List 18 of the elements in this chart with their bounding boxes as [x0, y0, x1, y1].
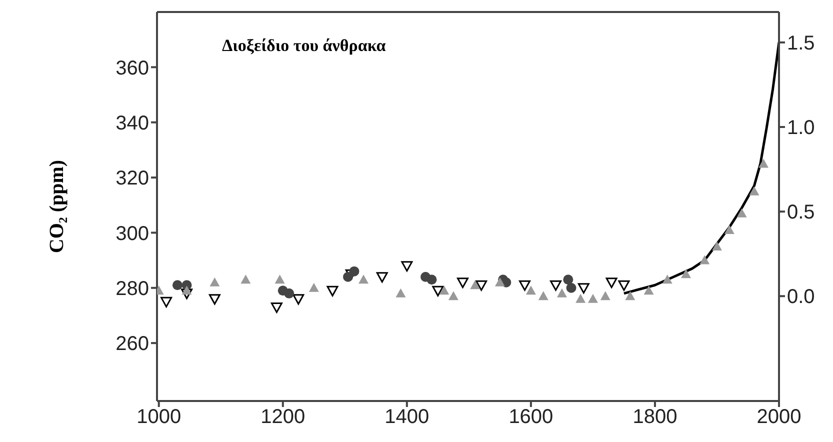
annotation: Διοξείδιο του άνθρακα — [222, 36, 386, 56]
y-tick-label: 320 — [116, 168, 149, 190]
y-tick-label: 340 — [116, 112, 149, 134]
y-tick-label: 260 — [116, 333, 149, 356]
y-tick-label: 280 — [116, 278, 149, 300]
x-tick-label: 2000 — [756, 406, 802, 428]
x-tick-label: 1200 — [260, 406, 306, 428]
y2-tick-label: 1.0 — [787, 117, 815, 140]
y2-tick-label: 1.5 — [787, 32, 815, 55]
y-axis-title: CO₂ (ppm) — [46, 160, 68, 254]
x-tick-label: 1600 — [508, 406, 554, 428]
y-tick-label: 360 — [116, 57, 149, 80]
y2-tick-label: 0.0 — [787, 286, 815, 308]
x-tick-label: 1000 — [136, 406, 182, 428]
y2-tick-label: 0.5 — [787, 202, 815, 224]
y-tick-label: 300 — [116, 222, 149, 245]
x-tick-label: 1800 — [632, 406, 678, 428]
x-tick-label: 1400 — [384, 406, 430, 428]
